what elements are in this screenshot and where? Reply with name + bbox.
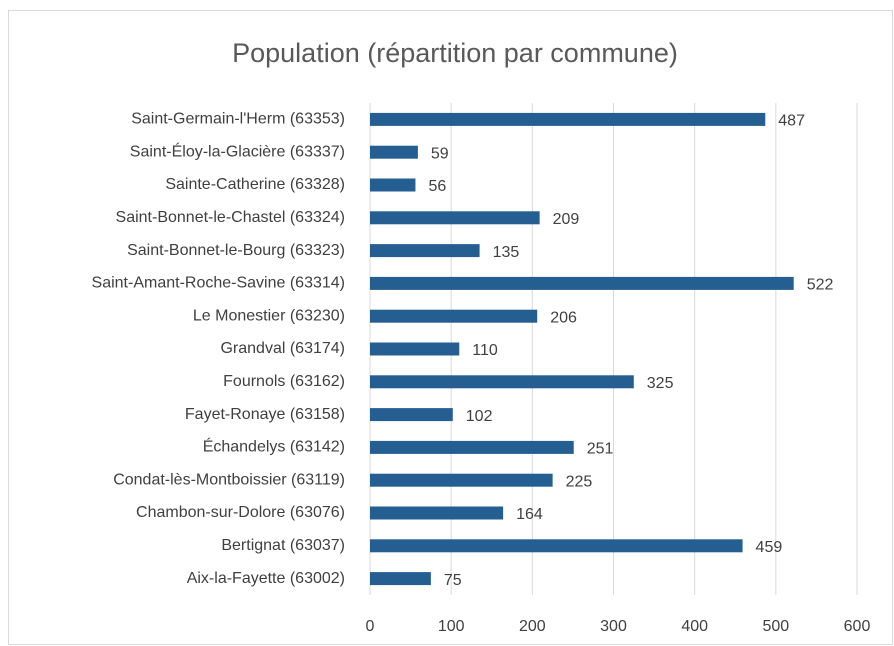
x-tick-label: 500 — [762, 618, 789, 635]
y-tick-label: Échandelys (63142) — [203, 437, 345, 456]
bar — [370, 506, 504, 520]
bar — [370, 211, 540, 225]
bar — [370, 342, 460, 356]
data-label: 251 — [587, 441, 614, 458]
bar — [370, 440, 574, 454]
y-tick-label: Saint-Éloy-la-Glacière (63337) — [130, 141, 345, 160]
y-tick-label: Condat-lès-Montboissier (63119) — [113, 471, 345, 488]
data-label: 56 — [428, 178, 446, 195]
bar — [370, 408, 453, 422]
chart-title: Population (répartition par commune) — [232, 38, 678, 68]
y-tick-label: Saint-Bonnet-le-Chastel (63324) — [116, 209, 345, 226]
y-tick-label: Fayet-Ronaye (63158) — [185, 406, 345, 423]
bar — [370, 309, 538, 323]
x-tick-label: 400 — [681, 618, 708, 635]
x-tick-label: 200 — [519, 618, 546, 635]
x-tick-label: 100 — [438, 618, 465, 635]
bar — [370, 178, 416, 192]
y-tick-label: Saint-Germain-l'Herm (63353) — [131, 111, 345, 128]
y-tick-label: Sainte-Catherine (63328) — [165, 176, 345, 193]
x-tick-label: 0 — [366, 618, 375, 635]
y-tick-label: Aix-la-Fayette (63002) — [187, 570, 345, 587]
bar — [370, 276, 794, 290]
data-label: 110 — [472, 342, 498, 359]
y-tick-label: Saint-Bonnet-le-Bourg (63323) — [127, 242, 345, 259]
y-tick-label: Saint-Amant-Roche-Savine (63314) — [92, 275, 345, 292]
x-tick-label: 300 — [600, 618, 627, 635]
bar — [370, 112, 766, 126]
y-tick-label: Chambon-sur-Dolore (63076) — [136, 504, 345, 521]
data-label: 459 — [756, 539, 783, 556]
bar — [370, 244, 480, 258]
bar — [370, 539, 743, 553]
x-tick-label: 600 — [844, 618, 871, 635]
data-label: 225 — [566, 473, 593, 490]
data-label: 59 — [431, 145, 449, 162]
bar — [370, 375, 634, 389]
data-label: 102 — [466, 408, 493, 425]
data-label: 75 — [444, 572, 462, 589]
bar — [370, 473, 553, 487]
y-tick-label: Bertignat (63037) — [221, 537, 345, 554]
y-tick-label: Grandval (63174) — [220, 340, 345, 357]
data-label: 209 — [553, 211, 580, 228]
data-label: 206 — [550, 309, 577, 326]
data-label: 487 — [778, 113, 805, 130]
data-label: 522 — [807, 277, 834, 294]
bar — [370, 572, 431, 586]
y-tick-label: Le Monestier (63230) — [193, 307, 345, 324]
data-label: 164 — [516, 506, 543, 523]
bar — [370, 145, 418, 159]
data-label: 135 — [493, 244, 520, 261]
y-tick-label: Fournols (63162) — [223, 373, 345, 390]
data-label: 325 — [647, 375, 674, 392]
